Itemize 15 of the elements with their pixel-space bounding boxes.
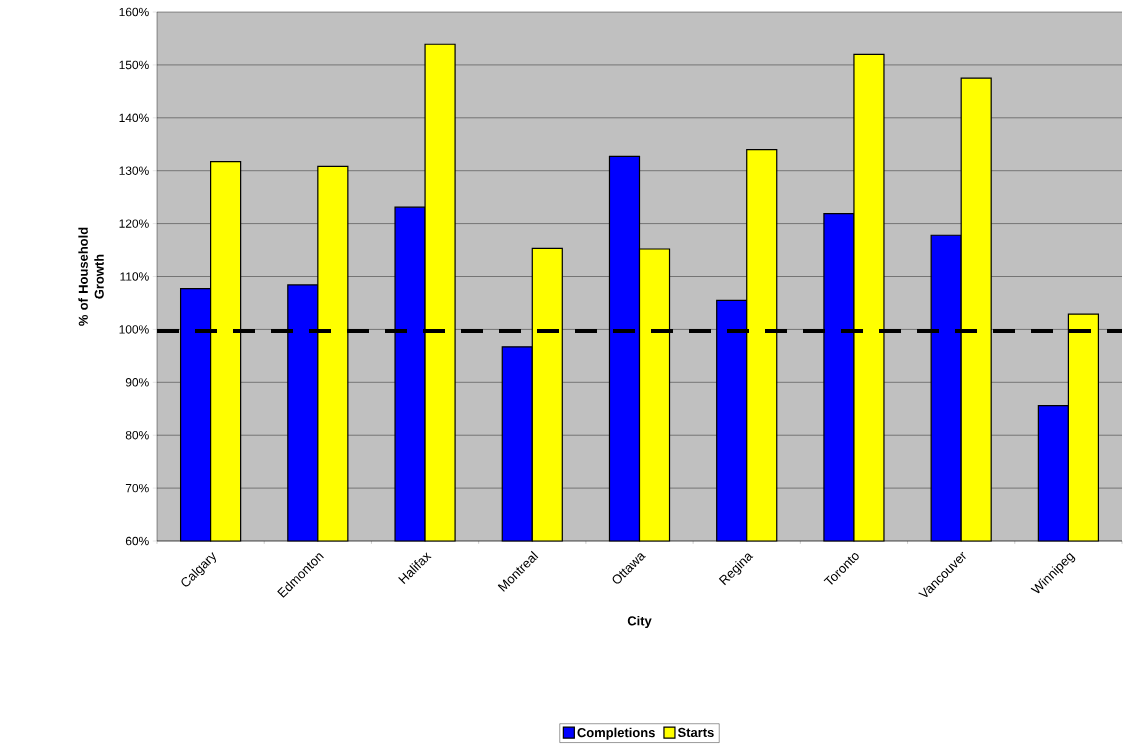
y-tick-label: 80% <box>125 430 149 440</box>
y-tick-label: 60% <box>125 536 149 546</box>
legend-label: Completions <box>577 727 655 740</box>
y-tick-label: 110% <box>120 272 149 281</box>
x-axis-title: City <box>627 615 652 629</box>
legend-label: Starts <box>677 727 714 738</box>
y-tick-label: 160% <box>119 7 149 17</box>
y-tick-label: 100% <box>119 325 149 334</box>
y-tick-label: 120% <box>119 219 149 228</box>
y-tick-label: 150% <box>119 60 149 70</box>
y-tick-label: 140% <box>119 113 149 123</box>
y-tick-label: 70% <box>125 483 149 493</box>
y-axis-title: % of Household Growth <box>78 227 104 326</box>
y-tick-label: 130% <box>119 166 149 175</box>
y-tick-label: 90% <box>125 378 149 387</box>
